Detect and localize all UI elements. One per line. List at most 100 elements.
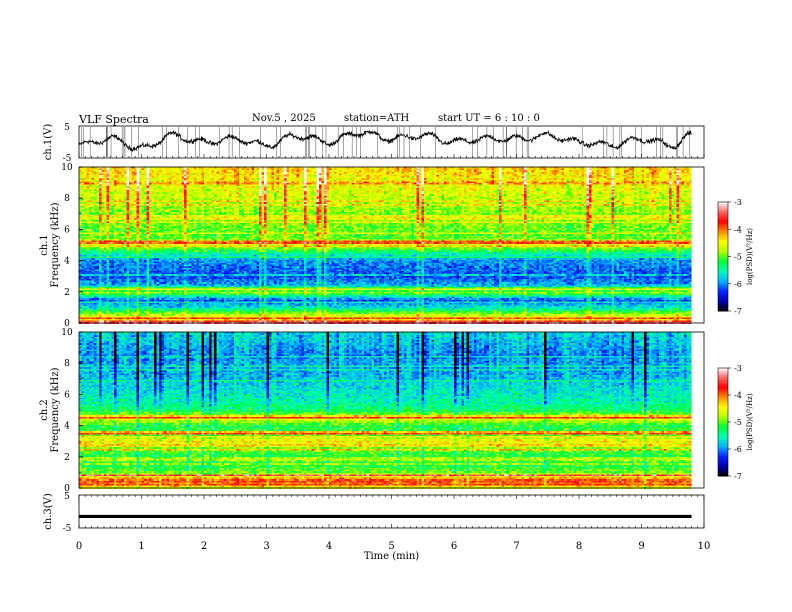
ch1-cell xyxy=(204,168,207,171)
ch1-cell xyxy=(239,191,242,193)
ch1-cell xyxy=(211,170,215,172)
ch1-cell xyxy=(379,197,382,200)
ch1-cell xyxy=(514,195,517,198)
ch1-cell xyxy=(119,192,122,195)
ch1-cell xyxy=(599,183,602,185)
ch1-cell xyxy=(306,197,310,200)
ch1-cell xyxy=(429,178,432,180)
ch1-cell xyxy=(346,168,350,171)
ch1-cell xyxy=(491,186,495,188)
ch1-cell xyxy=(366,171,370,174)
ch1-cell xyxy=(334,187,337,190)
ch1-cell xyxy=(139,170,142,172)
ch1-cell xyxy=(526,184,530,187)
ch1-cell xyxy=(529,167,532,169)
ch1-cell xyxy=(674,173,677,176)
ch1-cell xyxy=(86,181,90,184)
ch1-cell xyxy=(424,184,427,187)
ch1-cell xyxy=(609,176,612,179)
ch1-cell xyxy=(569,192,572,195)
ch1-cell xyxy=(199,176,202,179)
ch1-cell xyxy=(649,179,652,182)
ch1-cell xyxy=(589,189,592,192)
ch1-cell xyxy=(226,178,230,180)
ch1-cell xyxy=(276,195,280,198)
ch1-cell xyxy=(194,194,197,196)
ch1-cell xyxy=(356,197,360,200)
ch1-cell xyxy=(459,192,462,195)
ch1-cell xyxy=(474,175,477,177)
ch1-cell xyxy=(491,173,495,176)
ch1-cell xyxy=(641,167,645,169)
ch1-cell xyxy=(381,191,385,193)
ch1-cell xyxy=(589,184,592,187)
ch1-cell xyxy=(516,173,520,176)
ch1-cell xyxy=(176,178,180,180)
ch1-cell xyxy=(186,173,190,176)
ch1-cell xyxy=(689,191,692,193)
ch1-cell xyxy=(206,171,210,174)
ch1-cell xyxy=(409,167,412,169)
ch1-cell xyxy=(639,176,642,179)
ch1-cell xyxy=(374,184,377,187)
ch1-cell xyxy=(539,178,542,180)
ch1-cell xyxy=(556,186,560,188)
ch1-cell xyxy=(189,167,192,169)
ch1-cell xyxy=(191,170,195,172)
ch1-cell xyxy=(671,194,675,196)
ch1-cell xyxy=(641,191,645,193)
ch1-cell xyxy=(166,187,170,190)
ch1-cell xyxy=(451,192,455,195)
ch1-cell xyxy=(169,176,172,179)
ch1-cell xyxy=(524,186,527,188)
ch1-cell xyxy=(544,175,547,177)
ch1-cell xyxy=(456,178,460,180)
ch1-cell xyxy=(494,170,497,172)
ch1-cell xyxy=(151,195,155,198)
ch1-cell xyxy=(596,178,600,180)
ch1-cell xyxy=(381,189,385,192)
ch1-cell xyxy=(291,167,295,169)
ch1-cell xyxy=(356,186,360,188)
ch1-cell xyxy=(671,192,675,195)
ch1-cell xyxy=(584,173,587,176)
ch1-cell xyxy=(579,183,582,185)
ch1-cell xyxy=(496,195,500,198)
ch1-cell xyxy=(451,168,455,171)
ch1-cell xyxy=(686,195,690,198)
ch1-cell xyxy=(534,175,537,177)
ch1-cell xyxy=(634,173,637,176)
ch1-cell xyxy=(654,176,657,179)
ch1-cell xyxy=(636,195,640,198)
ch1-cell xyxy=(261,171,265,174)
ch1-cell xyxy=(336,197,340,200)
ch1-cell xyxy=(204,192,207,195)
ch1-cell xyxy=(344,184,347,187)
ch1-cell xyxy=(184,191,187,193)
ch1-cell xyxy=(86,167,90,169)
ch1-cell xyxy=(554,178,557,180)
ch1-cell xyxy=(409,184,412,187)
ch1-cell xyxy=(126,192,130,195)
ch1-cell xyxy=(549,173,552,176)
ch1-cell xyxy=(351,181,355,184)
ch1-cell xyxy=(301,168,305,171)
ch1-cell xyxy=(114,184,117,187)
ch1-cell xyxy=(181,194,185,196)
ch1-cell xyxy=(211,176,215,179)
ch1-cell xyxy=(229,179,232,182)
ch1-cell xyxy=(191,181,195,184)
ch1-cell xyxy=(171,197,175,200)
ch1-cell xyxy=(314,184,317,187)
ch1-cell xyxy=(171,189,175,192)
ch1-cell xyxy=(221,168,225,171)
ch1-cell xyxy=(389,178,392,180)
ch1-cell xyxy=(359,191,362,193)
ch1-cell xyxy=(334,197,337,200)
ch1-cell xyxy=(84,197,87,200)
ch1-cell xyxy=(614,186,617,188)
ch1-cell xyxy=(689,189,692,192)
ch1-cell xyxy=(426,195,430,198)
ch1-cell xyxy=(291,194,295,196)
ch1-cell xyxy=(164,191,167,193)
